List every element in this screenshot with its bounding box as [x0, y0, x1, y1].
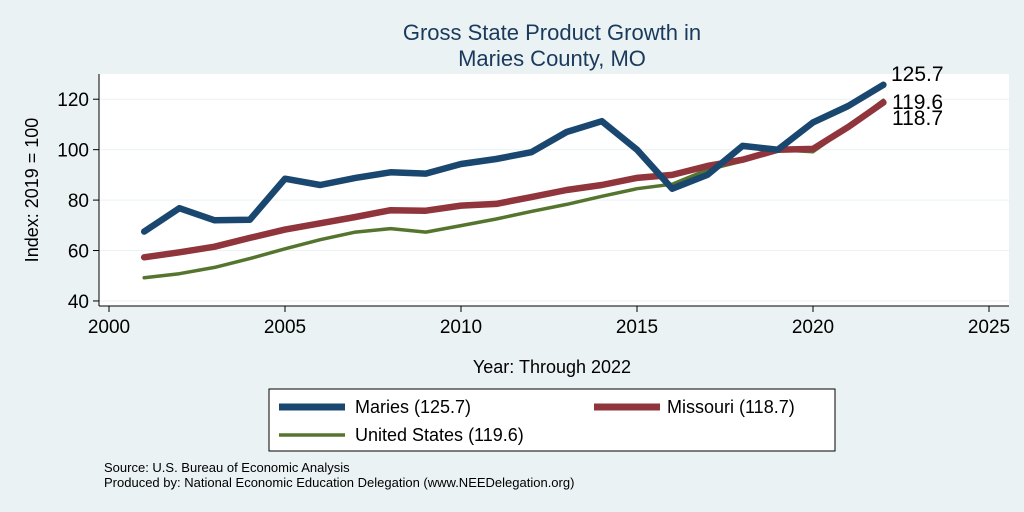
x-tick-label-2010: 2010 [440, 317, 482, 338]
y-axis-title: Index: 2019 = 100 [22, 118, 42, 263]
legend: Maries (125.7) Missouri (118.7) United S… [268, 388, 836, 452]
x-axis-ticks: 2000 2005 2010 2015 2020 2025 [88, 306, 1010, 338]
produced-by-note: Produced by: National Economic Education… [104, 475, 574, 490]
y-tick-label-80: 80 [68, 191, 89, 212]
y-tick-label-100: 100 [57, 141, 89, 162]
chart-title-line-2: Maries County, MO [458, 46, 646, 71]
y-tick-label-60: 60 [68, 242, 89, 263]
y-axis-ticks: 40 60 80 100 120 [57, 90, 99, 313]
x-tick-label-2005: 2005 [264, 317, 306, 338]
series-lines [140, 81, 887, 280]
x-tick-label-2015: 2015 [616, 317, 658, 338]
series-line-maries [140, 81, 887, 235]
y-tick-label-40: 40 [68, 292, 89, 313]
legend-label-maries: Maries (125.7) [355, 397, 471, 417]
source-note: Source: U.S. Bureau of Economic Analysis [104, 460, 350, 475]
legend-box [268, 388, 836, 452]
gridlines [99, 98, 1009, 302]
x-tick-label-2025: 2025 [968, 317, 1010, 338]
end-label-missouri: 118.7 [892, 107, 943, 130]
chart-title-line-1: Gross State Product Growth in [403, 20, 701, 45]
end-label-united-states: 119.6 [892, 91, 943, 114]
series-line-missouri [140, 99, 887, 261]
x-tick-label-2020: 2020 [792, 317, 834, 338]
x-axis-title: Year: Through 2022 [473, 357, 631, 377]
legend-label-missouri: Missouri (118.7) [667, 397, 795, 417]
legend-label-united-states: United States (119.6) [355, 425, 524, 445]
y-tick-label-120: 120 [57, 90, 89, 111]
x-tick-label-2000: 2000 [88, 317, 130, 338]
end-label-maries: 125.7 [891, 63, 944, 86]
